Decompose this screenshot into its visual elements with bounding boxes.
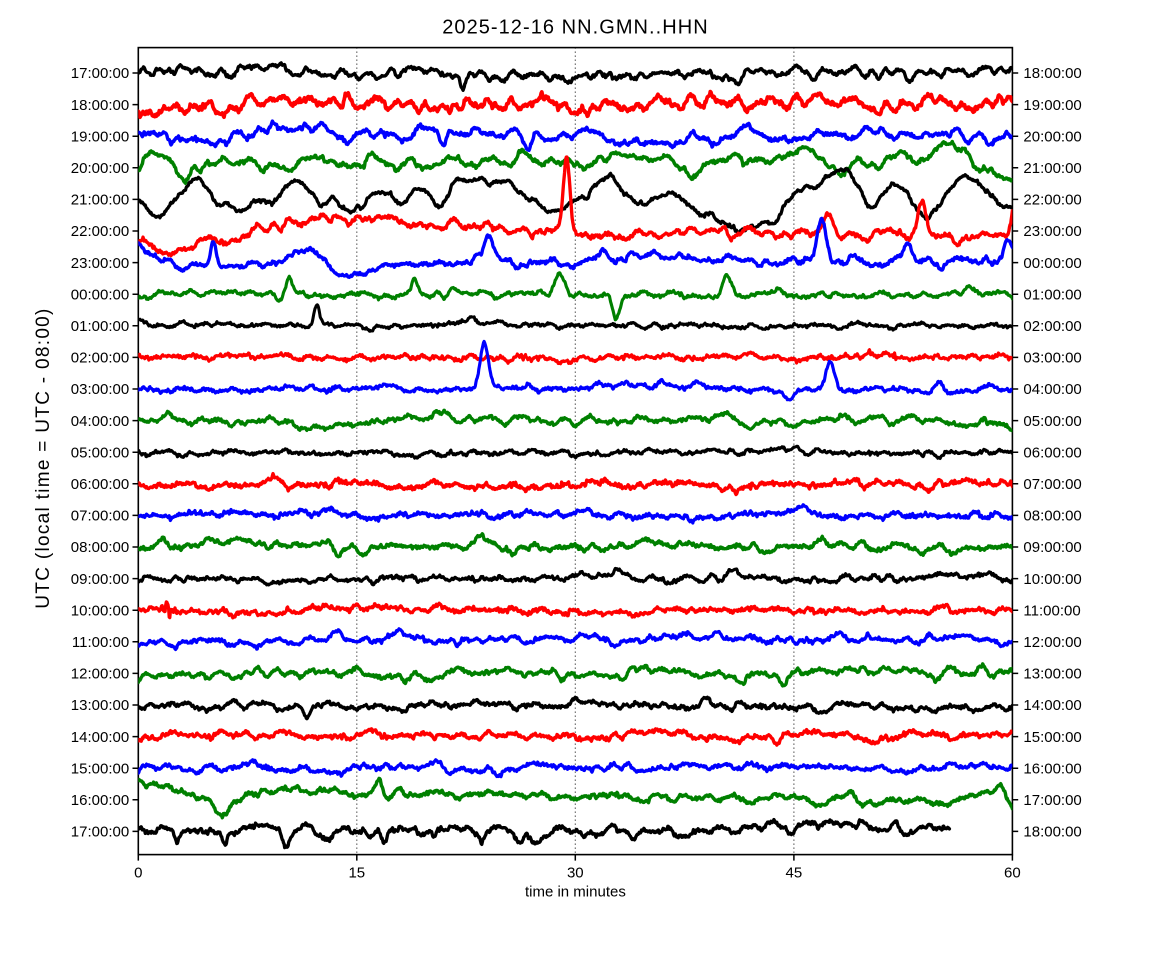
- svg-text:UTC (local time = UTC - 08:00): UTC (local time = UTC - 08:00): [33, 307, 54, 608]
- svg-text:05:00:00: 05:00:00: [1023, 413, 1081, 430]
- svg-text:02:00:00: 02:00:00: [1023, 318, 1081, 335]
- svg-text:15:00:00: 15:00:00: [1023, 729, 1081, 746]
- svg-text:60: 60: [1004, 864, 1021, 881]
- svg-text:17:00:00: 17:00:00: [1023, 792, 1081, 809]
- svg-text:12:00:00: 12:00:00: [71, 666, 129, 683]
- svg-text:07:00:00: 07:00:00: [1023, 476, 1081, 493]
- svg-text:19:00:00: 19:00:00: [1023, 97, 1081, 114]
- svg-text:14:00:00: 14:00:00: [71, 729, 129, 746]
- svg-text:06:00:00: 06:00:00: [1023, 444, 1081, 461]
- svg-text:01:00:00: 01:00:00: [71, 318, 129, 335]
- svg-text:10:00:00: 10:00:00: [71, 602, 129, 619]
- svg-text:45: 45: [786, 864, 803, 881]
- svg-text:10:00:00: 10:00:00: [1023, 571, 1081, 588]
- svg-text:0: 0: [134, 864, 142, 881]
- svg-text:22:00:00: 22:00:00: [71, 223, 129, 240]
- svg-text:04:00:00: 04:00:00: [71, 413, 129, 430]
- svg-text:02:00:00: 02:00:00: [71, 350, 129, 367]
- svg-text:06:00:00: 06:00:00: [71, 476, 129, 493]
- svg-text:2025-12-16 NN.GMN..HHN: 2025-12-16 NN.GMN..HHN: [442, 17, 709, 39]
- svg-text:07:00:00: 07:00:00: [71, 508, 129, 525]
- svg-text:15: 15: [348, 864, 365, 881]
- svg-text:09:00:00: 09:00:00: [71, 571, 129, 588]
- svg-text:21:00:00: 21:00:00: [71, 192, 129, 209]
- svg-text:17:00:00: 17:00:00: [71, 65, 129, 82]
- svg-text:03:00:00: 03:00:00: [1023, 350, 1081, 367]
- svg-text:17:00:00: 17:00:00: [71, 824, 129, 841]
- svg-text:11:00:00: 11:00:00: [72, 634, 129, 651]
- svg-text:16:00:00: 16:00:00: [1023, 760, 1081, 777]
- svg-text:00:00:00: 00:00:00: [1023, 255, 1081, 272]
- svg-text:23:00:00: 23:00:00: [1023, 223, 1081, 240]
- svg-text:18:00:00: 18:00:00: [1023, 65, 1081, 82]
- svg-text:00:00:00: 00:00:00: [71, 286, 129, 303]
- svg-text:08:00:00: 08:00:00: [71, 539, 129, 556]
- svg-text:11:00:00: 11:00:00: [1023, 602, 1080, 619]
- svg-text:09:00:00: 09:00:00: [1023, 539, 1081, 556]
- svg-text:19:00:00: 19:00:00: [71, 128, 129, 145]
- svg-text:20:00:00: 20:00:00: [71, 160, 129, 177]
- svg-text:23:00:00: 23:00:00: [71, 255, 129, 272]
- svg-text:13:00:00: 13:00:00: [1023, 666, 1081, 683]
- svg-text:time in minutes: time in minutes: [525, 883, 626, 900]
- svg-text:21:00:00: 21:00:00: [1023, 160, 1081, 177]
- svg-text:18:00:00: 18:00:00: [1023, 824, 1081, 841]
- svg-text:05:00:00: 05:00:00: [71, 444, 129, 461]
- svg-text:30: 30: [567, 864, 584, 881]
- svg-text:01:00:00: 01:00:00: [1023, 286, 1081, 303]
- svg-text:03:00:00: 03:00:00: [71, 381, 129, 398]
- svg-text:13:00:00: 13:00:00: [71, 697, 129, 714]
- svg-text:18:00:00: 18:00:00: [71, 97, 129, 114]
- svg-text:22:00:00: 22:00:00: [1023, 192, 1081, 209]
- svg-text:16:00:00: 16:00:00: [71, 792, 129, 809]
- svg-text:08:00:00: 08:00:00: [1023, 508, 1081, 525]
- svg-text:15:00:00: 15:00:00: [71, 760, 129, 777]
- svg-text:14:00:00: 14:00:00: [1023, 697, 1081, 714]
- svg-text:04:00:00: 04:00:00: [1023, 381, 1081, 398]
- svg-text:20:00:00: 20:00:00: [1023, 128, 1081, 145]
- svg-text:12:00:00: 12:00:00: [1023, 634, 1081, 651]
